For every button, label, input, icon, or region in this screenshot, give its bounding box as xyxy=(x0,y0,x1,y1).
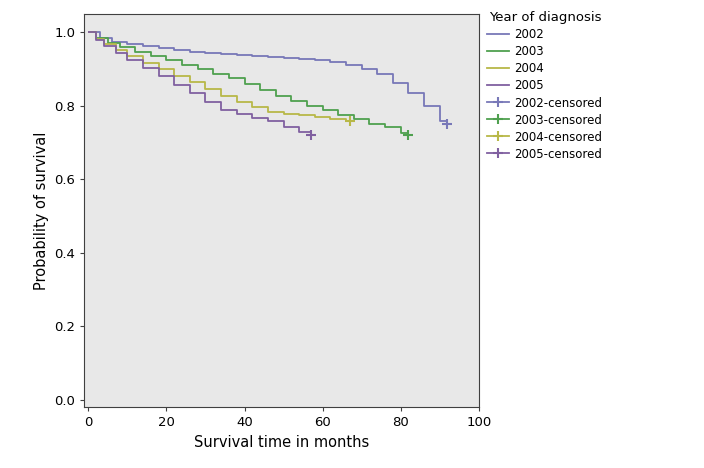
Legend: 2002, 2003, 2004, 2005, 2002-censored, 2003-censored, 2004-censored, 2005-censor: 2002, 2003, 2004, 2005, 2002-censored, 2… xyxy=(483,6,608,166)
Y-axis label: Probability of survival: Probability of survival xyxy=(34,132,49,290)
X-axis label: Survival time in months: Survival time in months xyxy=(194,435,369,450)
